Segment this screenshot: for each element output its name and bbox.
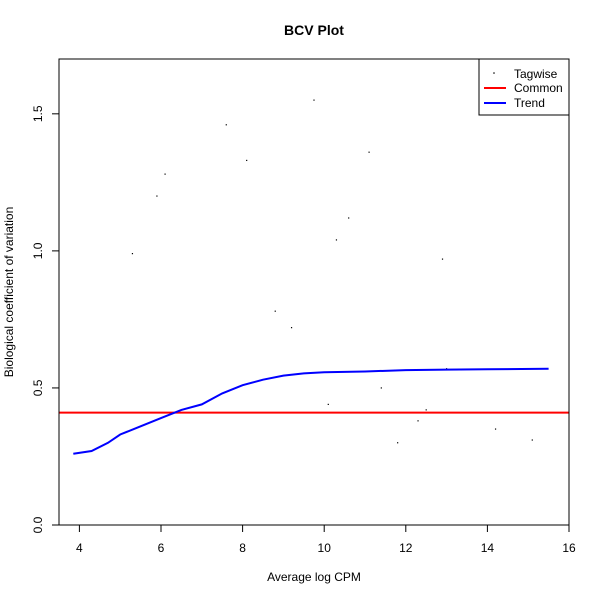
x-tick-label: 10 (318, 541, 332, 555)
x-tick-label: 14 (481, 541, 495, 555)
tagwise-point (156, 195, 158, 197)
tagwise-point (397, 442, 399, 444)
tagwise-point (225, 124, 227, 126)
x-tick-label: 4 (76, 541, 83, 555)
tagwise-point (531, 439, 533, 441)
x-axis-label: Average log CPM (267, 570, 361, 584)
tagwise-point (368, 151, 370, 153)
tagwise-points (131, 99, 533, 444)
chart-title: BCV Plot (284, 22, 344, 38)
tagwise-point (335, 239, 338, 241)
x-axis: 4 6 8 10 12 14 16 (76, 524, 576, 555)
tagwise-point (417, 420, 419, 422)
tagwise-point (246, 159, 248, 162)
legend-tagwise-label: Tagwise (514, 67, 558, 81)
y-tick-label: 1.0 (31, 242, 45, 259)
legend-tagwise-marker (493, 72, 495, 74)
y-axis: 0.0 0.5 1.0 1.5 (31, 105, 60, 533)
tagwise-point (348, 217, 350, 219)
tagwise-point (290, 327, 293, 329)
trend-line (73, 367, 549, 455)
tagwise-point (494, 428, 497, 430)
x-tick-label: 12 (399, 541, 413, 555)
legend-common-label: Common (514, 81, 563, 95)
tagwise-point (380, 387, 382, 389)
y-tick-label: 0.0 (31, 516, 45, 533)
tagwise-point (313, 99, 315, 101)
legend-trend-label: Trend (514, 96, 545, 110)
tagwise-point (274, 310, 276, 312)
x-tick-label: 8 (239, 541, 246, 555)
tagwise-point (164, 173, 166, 175)
tagwise-point (131, 253, 134, 255)
plot-frame (58, 58, 570, 526)
x-tick-label: 6 (158, 541, 165, 555)
tagwise-point (425, 409, 427, 411)
y-tick-label: 0.5 (31, 379, 45, 396)
x-tick-label: 16 (562, 541, 576, 555)
y-tick-label: 1.5 (31, 105, 45, 122)
tagwise-point (327, 403, 329, 405)
y-axis-label: Biological coefficient of variation (2, 207, 16, 378)
tagwise-point (441, 258, 444, 260)
legend: Tagwise Common Trend (478, 58, 570, 116)
